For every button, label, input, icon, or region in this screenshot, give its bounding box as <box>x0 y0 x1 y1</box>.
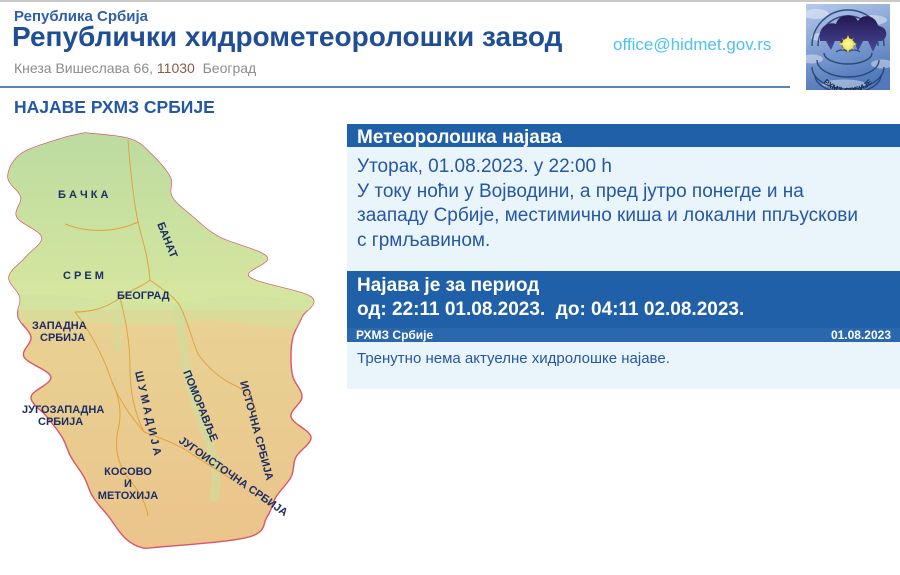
svg-text:СРБИЈА: СРБИЈА <box>38 416 83 428</box>
svg-text:И: И <box>124 478 132 490</box>
svg-text:МЕТОХИЈА: МЕТОХИЈА <box>98 490 158 502</box>
svg-text:ЈУГОЗАПАДНА: ЈУГОЗАПАДНА <box>22 404 104 416</box>
svg-text:Б А Ч К А: Б А Ч К А <box>58 189 109 201</box>
svg-text:СРБИЈА: СРБИЈА <box>40 332 85 344</box>
svg-text:КОСОВО: КОСОВО <box>104 466 152 478</box>
svg-text:С Р Е М: С Р Е М <box>63 270 104 282</box>
svg-text:БЕОГРАД: БЕОГРАД <box>117 290 170 302</box>
svg-text:ЗАПАДНА: ЗАПАДНА <box>32 320 87 332</box>
